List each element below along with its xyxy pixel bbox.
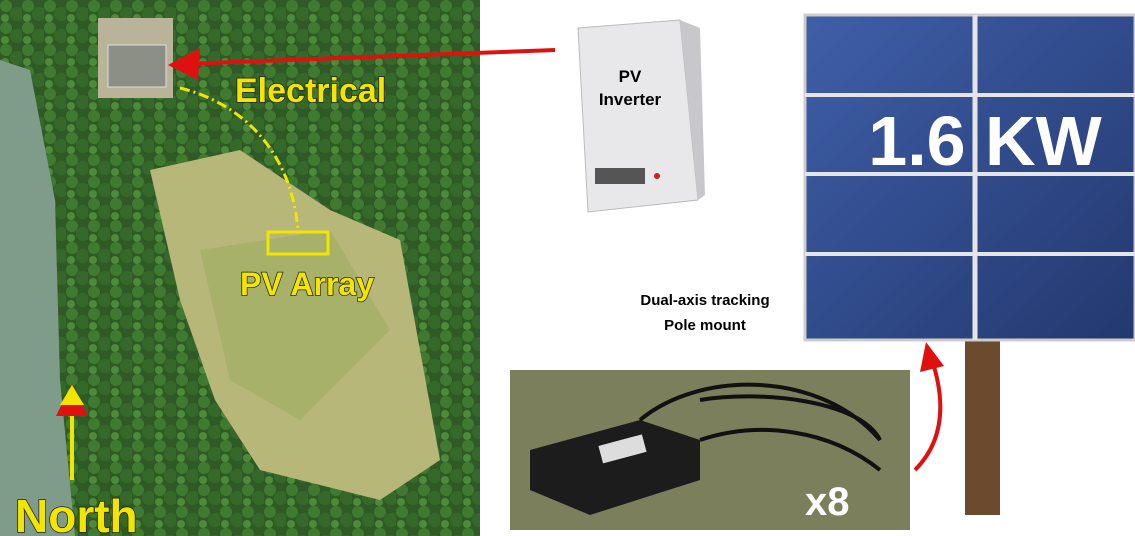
pv-inverter: PV Inverter <box>578 20 705 212</box>
arrow-head <box>920 342 944 372</box>
composite-diagram: Electrical PV Array North PV Inverter 1.… <box>0 0 1135 536</box>
panel-rating: 1.6 KW <box>868 102 1101 180</box>
inverter-label: Inverter <box>599 90 662 109</box>
mount-caption: Pole mount <box>664 317 746 334</box>
aerial-map: Electrical PV Array North <box>0 0 480 536</box>
arrow <box>915 360 940 470</box>
mount-caption: Dual-axis tracking <box>640 292 769 309</box>
inverter-label: PV <box>619 67 642 86</box>
electrical-label: Electrical <box>235 72 386 110</box>
north-label: North <box>15 490 138 536</box>
microinverter-count: x8 <box>805 480 850 524</box>
microinverter: x8 <box>510 370 910 530</box>
pv-array-label: PV Array <box>240 266 374 302</box>
